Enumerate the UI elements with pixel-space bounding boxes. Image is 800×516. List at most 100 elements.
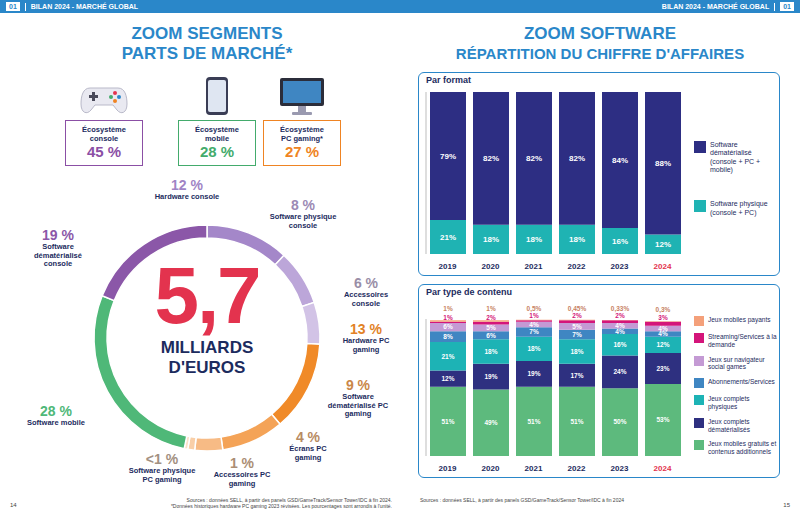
html-text:Jeux complets dématérialisés: Jeux complets dématérialisés (708, 417, 750, 433)
svg-text:18%: 18% (483, 235, 499, 244)
svg-text:5%: 5% (486, 324, 496, 331)
html-text:MILLIARDS D'EUROS: MILLIARDS D'EUROS (160, 338, 254, 377)
svg-text:2021: 2021 (525, 262, 543, 271)
svg-text:2024: 2024 (654, 464, 672, 473)
svg-text:7%: 7% (572, 331, 582, 338)
html-text:Streaming/Services à la demand: Streaming/Services à la demande (708, 333, 777, 348)
svg-text:21%: 21% (440, 233, 456, 242)
svg-text:79%: 79% (440, 152, 456, 161)
svg-text:2%: 2% (572, 312, 582, 319)
svg-text:2024: 2024 (654, 262, 672, 271)
html-text:Accessoires console: Accessoires console (343, 290, 389, 308)
svg-text:18%: 18% (527, 345, 540, 352)
svg-text:2019: 2019 (439, 464, 457, 473)
html-text:27 %: 27 % (284, 143, 320, 161)
svg-text:53%: 53% (656, 416, 669, 423)
html-text:Software physique console: Software physique console (269, 212, 337, 230)
html-text:Accessoires PC gaming: Accessoires PC gaming (213, 470, 271, 488)
html-text:ZOOM SOFTWARE: ZOOM SOFTWARE (524, 24, 676, 43)
html-text:RÉPARTITION DU CHIFFRE D'AFFAI: RÉPARTITION DU CHIFFRE D'AFFAIRES (455, 45, 745, 62)
svg-text:6%: 6% (486, 332, 496, 339)
svg-text:12%: 12% (655, 240, 671, 249)
html-text:Hardware PC gaming: Hardware PC gaming (342, 336, 390, 354)
html-text:Software physique (console + P: Software physique (console + PC) (710, 200, 768, 216)
html-text:Software physique PC gaming: Software physique PC gaming (128, 466, 196, 484)
svg-text:1%: 1% (486, 305, 496, 312)
html-text:Écosystème mobile: Écosystème mobile (195, 124, 239, 143)
svg-text:88%: 88% (655, 159, 671, 168)
svg-text:1%: 1% (443, 305, 453, 312)
html-text:6 %: 6 % (353, 275, 379, 291)
svg-text:12%: 12% (656, 341, 669, 348)
svg-text:19%: 19% (484, 373, 497, 380)
svg-text:2020: 2020 (482, 464, 500, 473)
html-text:13 %: 13 % (350, 321, 382, 337)
html-text:ZOOM SEGMENTS: ZOOM SEGMENTS (131, 24, 283, 43)
svg-text:2019: 2019 (439, 262, 457, 271)
html-text:Écosystème console: Écosystème console (82, 124, 126, 143)
svg-text:82%: 82% (483, 154, 499, 163)
svg-text:49%: 49% (484, 419, 497, 426)
svg-text:0,45%: 0,45% (568, 305, 587, 313)
html-text:9 %: 9 % (345, 377, 371, 393)
svg-text:1%: 1% (529, 312, 539, 319)
html-text:28 %: 28 % (199, 143, 235, 161)
svg-text:0,33%: 0,33% (611, 305, 630, 313)
svg-text:51%: 51% (527, 418, 540, 425)
svg-text:8%: 8% (443, 333, 453, 340)
html-text:Software dématérialisé (consol: Software dématérialisé (console + PC + m… (710, 140, 761, 173)
svg-text:17%: 17% (570, 372, 583, 379)
svg-text:82%: 82% (569, 154, 585, 163)
svg-text:2%: 2% (615, 312, 625, 319)
svg-text:0,5%: 0,5% (527, 305, 542, 313)
html-text:12 %: 12 % (171, 177, 203, 193)
svg-text:18%: 18% (569, 235, 585, 244)
html-text:8 %: 8 % (290, 197, 316, 213)
svg-text:1%: 1% (443, 314, 453, 321)
html-text:Jeux sur navigateur social gam: Jeux sur navigateur social games (708, 355, 765, 371)
svg-text:50%: 50% (613, 418, 626, 425)
svg-text:2022: 2022 (568, 464, 586, 473)
html-text:PARTS DE MARCHÉ*: PARTS DE MARCHÉ* (121, 44, 293, 63)
html-text:Software dématérialisé PC gami: Software dématérialisé PC gaming (327, 392, 389, 419)
svg-text:2021: 2021 (525, 464, 543, 473)
svg-text:82%: 82% (526, 154, 542, 163)
svg-text:21%: 21% (441, 353, 454, 360)
html-text:5,7: 5,7 (154, 251, 260, 340)
html-text:45 %: 45 % (86, 143, 122, 161)
html-text:19 %: 19 % (42, 227, 74, 243)
svg-text:24%: 24% (613, 368, 626, 375)
html-text:Software dématérialisé console: Software dématérialisé console (34, 242, 82, 269)
svg-text:5%: 5% (572, 323, 582, 330)
html-text:Écrans PC gaming: Écrans PC gaming (289, 444, 327, 462)
svg-text:2%: 2% (486, 314, 496, 321)
svg-text:12%: 12% (441, 375, 454, 382)
svg-text:2023: 2023 (611, 262, 629, 271)
html-text:28 %: 28 % (40, 403, 72, 419)
svg-text:16%: 16% (612, 237, 628, 246)
svg-text:4%: 4% (658, 325, 668, 332)
svg-text:51%: 51% (441, 418, 454, 425)
svg-text:0,3%: 0,3% (656, 306, 671, 314)
svg-text:4%: 4% (615, 322, 625, 329)
html-text:Écosystème PC gaming*: Écosystème PC gaming* (280, 124, 324, 143)
svg-text:18%: 18% (526, 235, 542, 244)
svg-text:4%: 4% (529, 321, 539, 328)
svg-text:51%: 51% (570, 418, 583, 425)
svg-text:16%: 16% (613, 341, 626, 348)
html-text:Jeux mobiles gratuits et conte: Jeux mobiles gratuits et contenus additi… (708, 440, 777, 456)
svg-text:18%: 18% (484, 348, 497, 355)
svg-text:3%: 3% (658, 314, 668, 321)
svg-text:6%: 6% (443, 323, 453, 330)
svg-text:2020: 2020 (482, 262, 500, 271)
svg-text:19%: 19% (527, 370, 540, 377)
html-text:4 %: 4 % (295, 429, 321, 445)
svg-text:2023: 2023 (611, 464, 629, 473)
svg-text:7%: 7% (529, 328, 539, 335)
html-text:1 %: 1 % (229, 455, 255, 471)
svg-text:84%: 84% (612, 156, 628, 165)
svg-text:23%: 23% (656, 365, 669, 372)
svg-text:18%: 18% (570, 348, 583, 355)
html-text:<1 %: <1 % (145, 451, 179, 467)
svg-text:2022: 2022 (568, 262, 586, 271)
